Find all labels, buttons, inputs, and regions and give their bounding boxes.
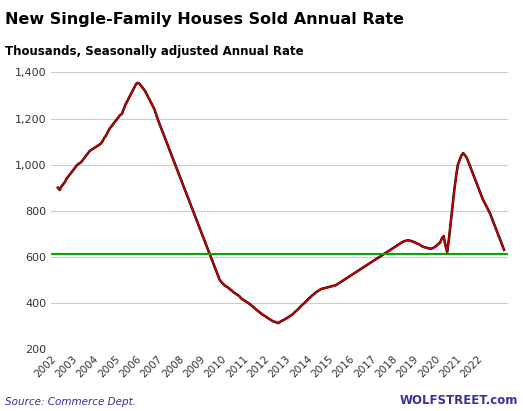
Text: Source: Commerce Dept.: Source: Commerce Dept. <box>5 397 136 407</box>
Text: New Single-Family Houses Sold Annual Rate: New Single-Family Houses Sold Annual Rat… <box>5 12 404 27</box>
Text: WOLFSTREET.com: WOLFSTREET.com <box>400 394 518 407</box>
Text: Thousands, Seasonally adjusted Annual Rate: Thousands, Seasonally adjusted Annual Ra… <box>5 45 304 58</box>
